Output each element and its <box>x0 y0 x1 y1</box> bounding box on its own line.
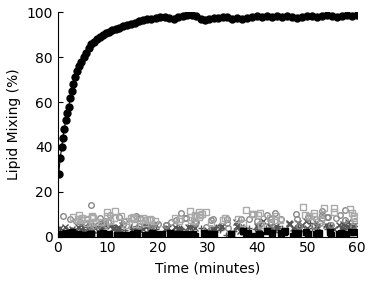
X-axis label: Time (minutes): Time (minutes) <box>155 261 260 275</box>
Y-axis label: Lipid Mixing (%): Lipid Mixing (%) <box>7 69 21 180</box>
